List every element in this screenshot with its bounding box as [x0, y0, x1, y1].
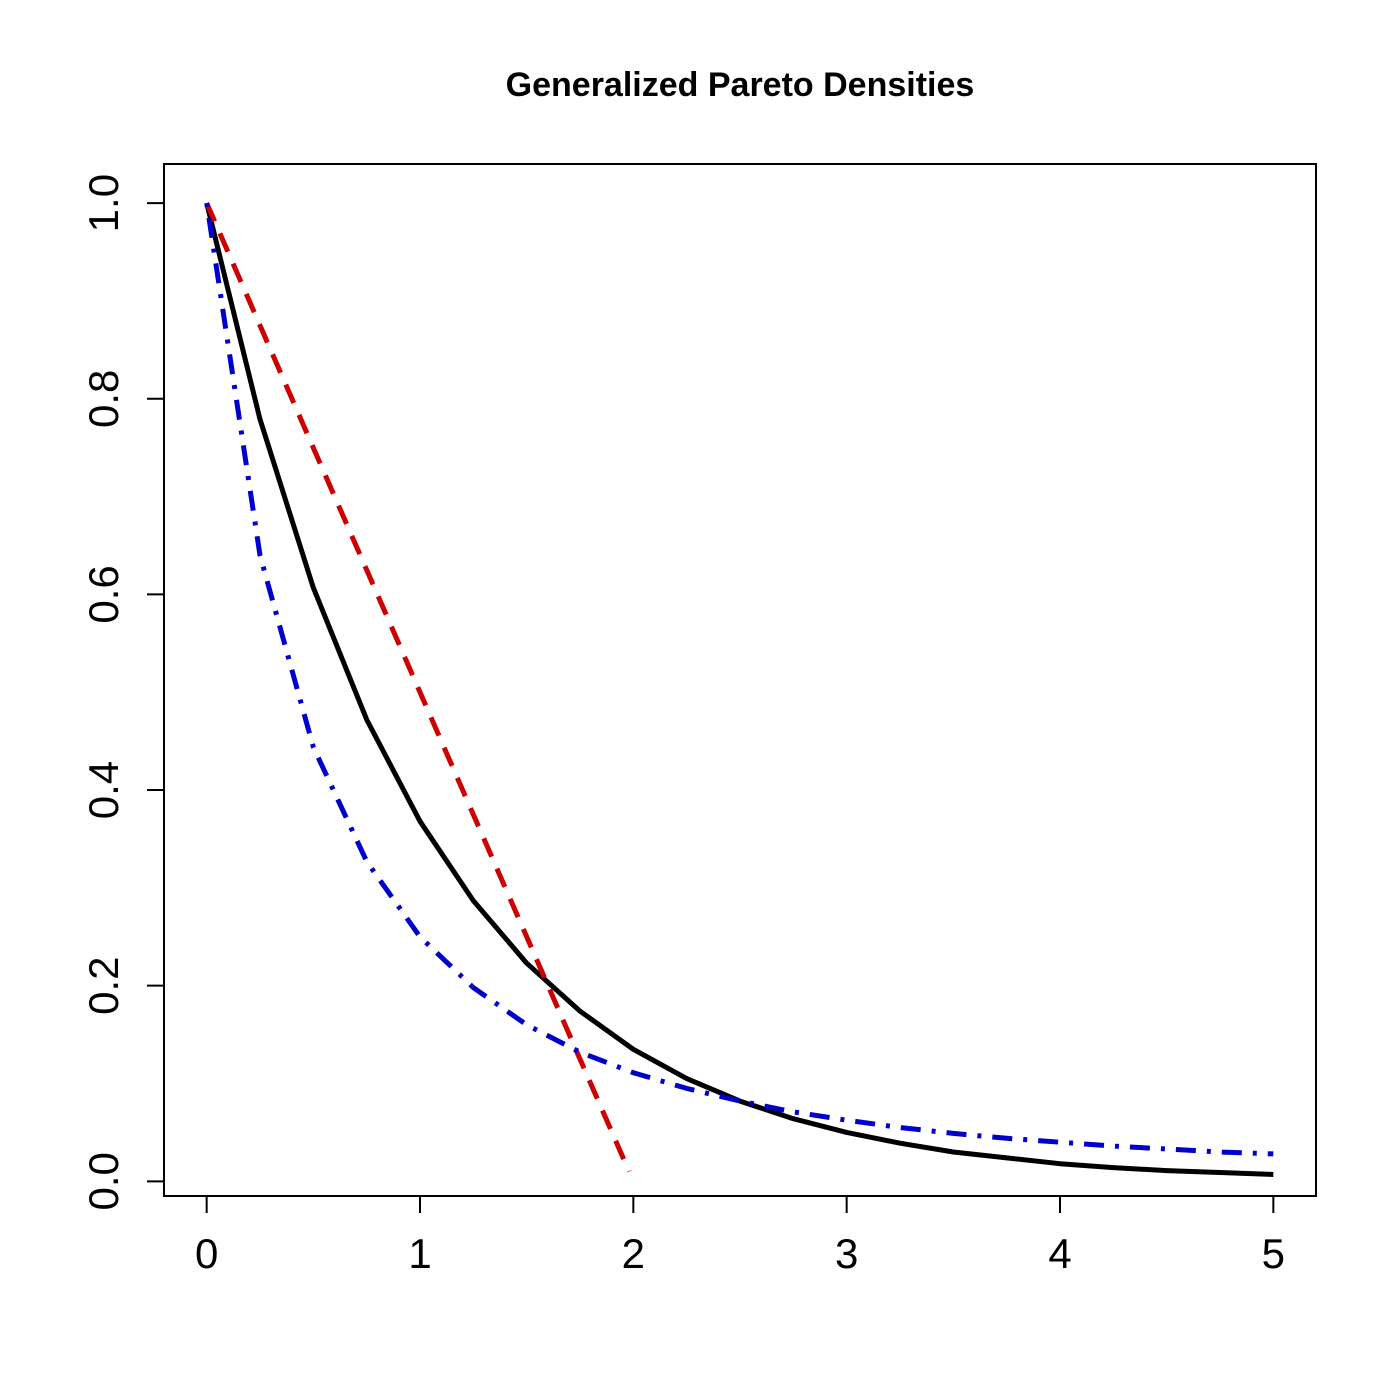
x-tick-label: 5	[1262, 1230, 1285, 1277]
y-tick-label: 0.0	[80, 1152, 127, 1210]
y-tick-label: 0.6	[80, 565, 127, 623]
x-tick-label: 4	[1048, 1230, 1071, 1277]
y-axis: 0.0 0.2 0.4 0.6 0.8 1.0	[80, 174, 165, 1211]
series-dashed-red-line	[204, 202, 632, 1173]
series-layer	[204, 202, 1274, 1177]
chart-title: Generalized Pareto Densities	[506, 66, 975, 104]
plot-frame	[163, 163, 1317, 1197]
series-dotdash-blue-line	[204, 202, 1274, 1157]
y-tick-label: 0.4	[80, 761, 127, 819]
x-axis: 0 1 2 3 4 5	[195, 1195, 1285, 1277]
y-tick-label: 1.0	[80, 174, 127, 232]
x-tick-label: 2	[622, 1230, 645, 1277]
x-tick-label: 0	[195, 1230, 218, 1277]
x-tick-label: 1	[408, 1230, 431, 1277]
x-tick-label: 3	[835, 1230, 858, 1277]
series-solid-black-line	[204, 202, 1274, 1177]
y-tick-label: 0.8	[80, 370, 127, 428]
y-tick-label: 0.2	[80, 956, 127, 1014]
